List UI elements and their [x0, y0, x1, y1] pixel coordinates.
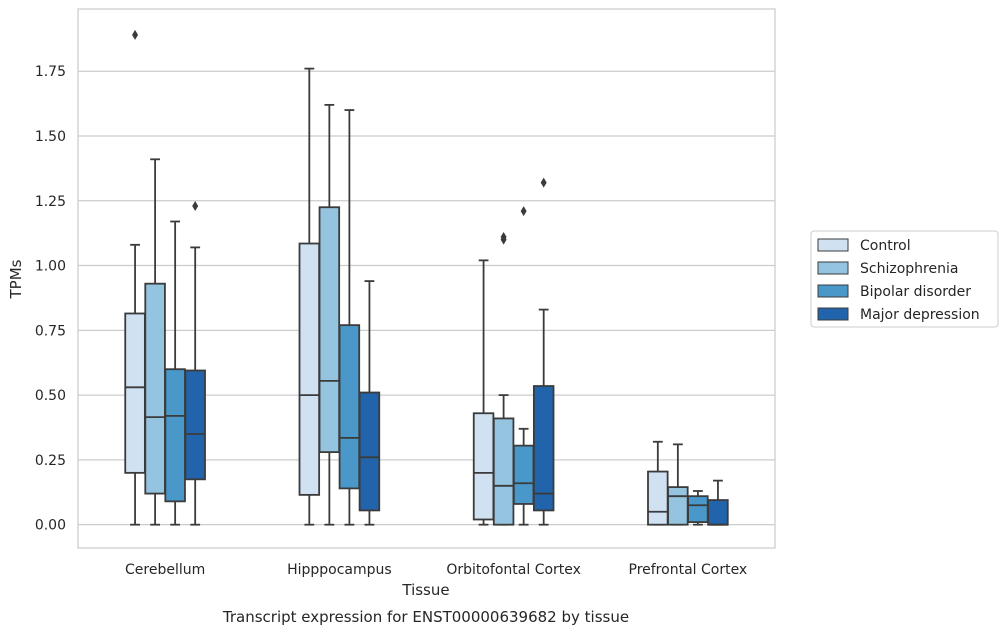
- x-tick-label: Cerebellum: [125, 562, 205, 578]
- legend-swatch: [817, 307, 849, 321]
- box-group: [164, 220, 186, 526]
- box-group: [707, 479, 729, 526]
- outlier-point: [192, 200, 199, 211]
- x-tick-label: Hipppocampus: [287, 562, 392, 578]
- x-axis-label: Tissue: [401, 581, 449, 599]
- box-group: [532, 177, 555, 526]
- box: [144, 282, 166, 495]
- legend-label: Bipolar disorder: [860, 284, 971, 300]
- legend-label: Major depression: [860, 307, 980, 323]
- y-axis-ticks: 0.00 0.25 0.50 0.75 1.00 1.25 1.50 1.75: [35, 64, 66, 533]
- box: [647, 470, 669, 526]
- box-group: [512, 206, 535, 526]
- legend-label: Control: [860, 238, 911, 254]
- x-axis-ticks: Cerebellum Hipppocampus Orbitofontal Corte…: [125, 562, 747, 578]
- box-group: [144, 158, 166, 526]
- box: [687, 495, 709, 523]
- legend-label: Schizophrenia: [860, 261, 958, 277]
- outlier-point: [520, 206, 527, 217]
- box: [164, 368, 186, 503]
- y-tick-label: 1.50: [35, 129, 66, 145]
- y-tick-label: 0.75: [35, 323, 66, 339]
- box: [184, 369, 206, 481]
- box: [512, 444, 535, 505]
- box-group: [124, 29, 146, 526]
- chart-caption: Transcript expression for ENST0000063968…: [222, 608, 629, 626]
- legend: Control Schizophrenia Bipolar disorder Majo…: [810, 230, 999, 328]
- y-axis-label: TPMs: [7, 259, 25, 299]
- outlier-point: [500, 232, 507, 243]
- box: [358, 391, 381, 512]
- box-group: [687, 490, 709, 526]
- x-tick-label: Prefrontal Cortex: [629, 562, 748, 578]
- outlier-point: [540, 177, 547, 188]
- box-group: [184, 200, 206, 526]
- box: [318, 206, 341, 454]
- legend-swatch: [817, 284, 849, 298]
- box: [338, 324, 361, 490]
- y-tick-label: 1.75: [35, 64, 66, 80]
- box: [472, 412, 495, 521]
- y-tick-label: 1.25: [35, 194, 66, 210]
- box-group: [358, 280, 381, 526]
- y-tick-label: 0.50: [35, 388, 66, 404]
- box: [532, 385, 555, 512]
- plot-frame: [77, 8, 776, 549]
- box: [298, 242, 321, 496]
- y-tick-label: 0.00: [35, 518, 66, 534]
- box: [707, 499, 729, 526]
- box-group: [472, 259, 495, 526]
- boxes: [124, 29, 729, 526]
- x-tick-label: Orbitofontal Cortex: [446, 562, 581, 578]
- y-tick-label: 0.25: [35, 453, 66, 469]
- box: [124, 312, 146, 474]
- y-tick-label: 1.00: [35, 259, 66, 275]
- box: [492, 417, 515, 526]
- legend-frame: [810, 230, 999, 328]
- box: [667, 486, 689, 526]
- legend-swatch: [817, 261, 849, 275]
- outlier-point: [132, 29, 139, 40]
- legend-swatch: [817, 238, 849, 252]
